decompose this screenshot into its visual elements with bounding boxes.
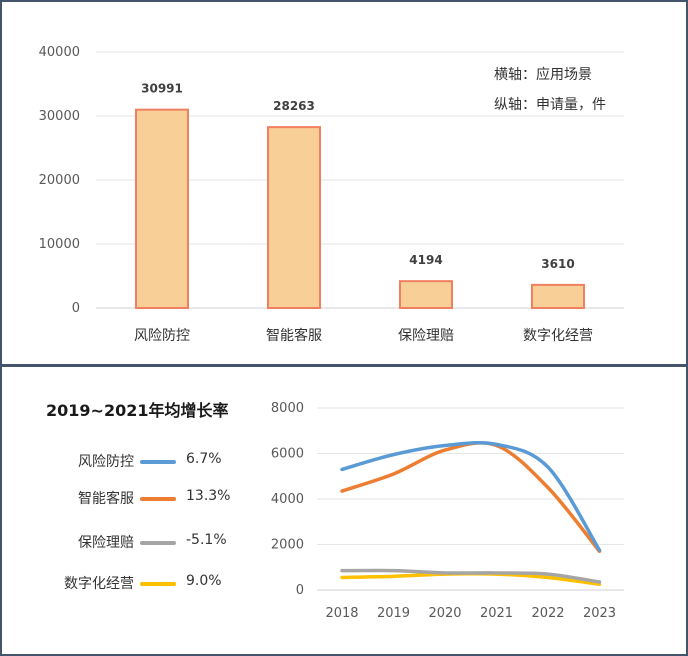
bar-value-label: 4194	[409, 253, 442, 267]
bar	[135, 108, 189, 310]
y-tick-label: 40000	[39, 45, 80, 60]
y-tick-label: 30000	[39, 109, 80, 124]
legend-item-label: 保险理赔	[78, 535, 134, 551]
bar	[267, 126, 321, 309]
x-tick-label: 数字化经营	[523, 328, 593, 344]
y-tick-label: 4000	[271, 492, 304, 507]
y-tick-label: 8000	[271, 401, 304, 416]
legend-swatch	[140, 497, 176, 501]
line-chart-panel: 2019~2021年均增长率 风险防控 6.7% 智能客服 13.3% 保险理赔…	[0, 365, 688, 656]
legend-item-rate: 6.7%	[186, 451, 222, 467]
x-tick-label: 2019	[377, 606, 410, 621]
bar-value-label: 30991	[141, 82, 183, 96]
y-tick-label: 2000	[271, 538, 304, 553]
series-line	[340, 568, 602, 584]
y-tick-label: 0	[296, 583, 304, 598]
axis-note-y: 纵轴：申请量，件	[494, 97, 606, 113]
y-tick-label: 10000	[39, 237, 80, 252]
y-tick-label: 6000	[271, 447, 304, 462]
x-tick-label: 2021	[480, 606, 513, 621]
x-tick-label: 2020	[428, 606, 461, 621]
legend-title: 2019~2021年均增长率	[46, 401, 229, 420]
legend-item-zhineng: 智能客服 13.3%	[2, 488, 262, 508]
legend-item-label: 数字化经营	[64, 576, 134, 592]
line-chart: 0 2000 4000 6000 8000 2018 2019 2020 2021 2022 202…	[271, 401, 624, 621]
bar-value-label: 3610	[541, 257, 574, 271]
x-tick-label: 保险理赔	[398, 328, 454, 344]
axis-note-x: 横轴：应用场景	[494, 66, 592, 83]
y-tick-label: 20000	[39, 173, 80, 188]
bar-chart: 0 10000 20000 30000 40000 30991 风险防控 28263 智能客服 4…	[39, 45, 624, 344]
legend-swatch	[140, 541, 176, 545]
legend-item-label: 风险防控	[78, 454, 134, 470]
x-tick-label: 2018	[325, 606, 358, 621]
legend-item-baoxian: 保险理赔 -5.1%	[2, 532, 262, 552]
bar-chart-panel: 0 10000 20000 30000 40000 30991 风险防控 28263 智能客服 4…	[0, 0, 688, 366]
x-tick-label: 2023	[583, 606, 616, 621]
x-tick-label: 风险防控	[134, 328, 190, 344]
series-line	[340, 440, 602, 552]
bar	[531, 283, 585, 309]
legend-item-rate: 9.0%	[186, 573, 222, 589]
y-tick-label: 0	[72, 301, 80, 316]
legend-item-shuzihua: 数字化经营 9.0%	[2, 573, 262, 593]
legend-item-rate: 13.3%	[186, 488, 231, 504]
bar-value-label: 28263	[273, 99, 315, 113]
legend-item-fengxian: 风险防控 6.7%	[2, 451, 262, 471]
x-tick-label: 智能客服	[266, 327, 322, 344]
legend-item-rate: -5.1%	[186, 532, 227, 548]
bar	[399, 280, 453, 309]
legend-item-label: 智能客服	[78, 491, 134, 507]
legend-swatch	[140, 582, 176, 586]
legend-swatch	[140, 460, 176, 464]
x-tick-label: 2022	[531, 606, 564, 621]
